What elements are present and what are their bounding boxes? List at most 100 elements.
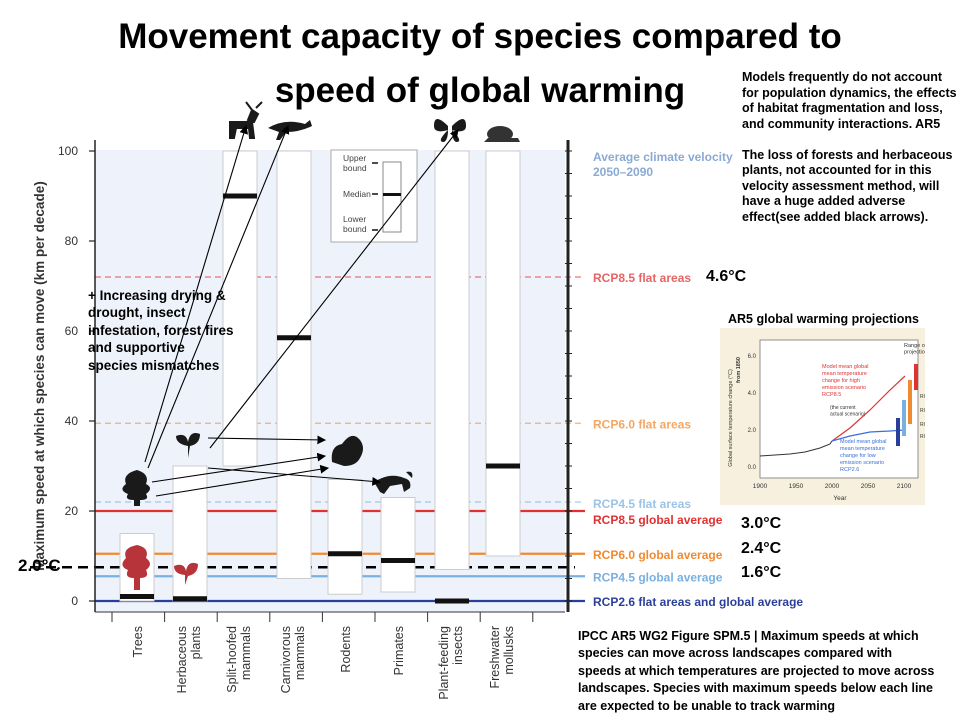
butterfly-wing-left xyxy=(434,119,448,142)
x-label-text: Carnivorousmammals xyxy=(279,626,307,693)
x-label-4: Rodents xyxy=(339,626,353,673)
x-label-3: Carnivorousmammals xyxy=(279,626,307,693)
inset-range-bar xyxy=(908,380,912,424)
inset-ylabel: Global surface temperature change (°C) xyxy=(728,369,734,467)
ref-line-label: RCP2.6 flat areas and global average xyxy=(593,595,803,609)
inset-bar-label: RCP2.6 xyxy=(920,434,925,440)
temp-label-3-0: 3.0°C xyxy=(741,515,782,532)
side-note: Models frequently do not account for pop… xyxy=(742,70,957,224)
ref-line-label: RCP4.5 flat areas xyxy=(593,497,691,511)
ref-line-label: RCP8.5 global average xyxy=(593,513,723,527)
x-label-1: Herbaceousplants xyxy=(175,626,203,693)
legend-lower: Lower bound xyxy=(343,214,367,234)
carnivore-icon xyxy=(268,120,312,140)
y-tick-label: 100 xyxy=(58,144,78,158)
moose-shape xyxy=(229,101,263,139)
snail-foot xyxy=(484,138,520,142)
inset-ytick: 0.0 xyxy=(748,465,757,471)
x-label-text: Herbaceousplants xyxy=(175,626,203,693)
inset-panel: 6.0 4.0 2.0 0.0 1900 1950 2000 2050 2100 Year Glob… xyxy=(720,328,938,505)
primate-icon xyxy=(374,471,413,494)
temp-label-4-6: 4.6°C xyxy=(706,268,747,285)
x-label-text: Primates xyxy=(392,626,406,675)
legend-median: Median xyxy=(343,189,371,199)
x-label-text: Plant-feedinginsects xyxy=(437,626,465,700)
moose-icon xyxy=(229,101,263,139)
inset-ytick: 6.0 xyxy=(748,354,757,360)
ref-line-label: RCP6.0 global average xyxy=(593,548,723,562)
y-axis-title: Maximum speed at which species can move … xyxy=(32,181,47,570)
x-label-0: Trees xyxy=(131,626,145,658)
inset-xtick: 2000 xyxy=(825,483,840,490)
inset-xtick: 2100 xyxy=(897,483,912,490)
tree-icon xyxy=(122,470,150,506)
inset-xtick: 1900 xyxy=(753,483,768,490)
left-note: + Increasing drying & drought, insect in… xyxy=(88,288,234,373)
bar-4 xyxy=(327,479,363,595)
bar-median-6 xyxy=(435,598,469,604)
arrow xyxy=(207,435,327,445)
x-label-text: Split-hoofedmammals xyxy=(225,626,253,693)
bar-5 xyxy=(380,497,416,593)
bar-median-2 xyxy=(223,193,257,199)
rodent-icon xyxy=(331,435,363,466)
arrow xyxy=(147,124,290,469)
herb-icon xyxy=(176,433,200,458)
inset-title: AR5 global warming projections xyxy=(728,312,919,326)
inset-high-label: Model mean global mean temperature change … xyxy=(822,364,868,398)
arrow xyxy=(209,129,459,449)
tree-red-icon xyxy=(122,545,150,590)
y-tick-label: 60 xyxy=(65,324,79,338)
herb-red-icon xyxy=(174,562,198,585)
legend-upper: Upper bound xyxy=(343,153,367,173)
inset-xtick: 1950 xyxy=(789,483,804,490)
inset-ytick: 4.0 xyxy=(748,391,757,397)
inset-bar-label: RCP8.5 xyxy=(920,394,925,400)
ref-label-climate-velocity: Average climate velocity 2050–2090 xyxy=(593,150,733,179)
bar-median-0 xyxy=(120,594,154,599)
arrow xyxy=(207,467,382,486)
arrow xyxy=(155,464,330,497)
slide-title: Movement capacity of species compared to… xyxy=(118,17,842,110)
ref-line-label: RCP8.5 flat areas xyxy=(593,271,691,285)
figure-caption: IPCC AR5 WG2 Figure SPM.5 | Maximum spee… xyxy=(578,629,935,713)
bar-median-7 xyxy=(486,463,520,469)
x-label-text: Rodents xyxy=(339,626,353,673)
inset-xtick: 2050 xyxy=(861,483,876,490)
y-tick-label: 20 xyxy=(65,504,79,518)
inset-range-bar xyxy=(902,400,906,436)
x-label-7: Freshwatermollusks xyxy=(488,626,516,689)
bar-median-3 xyxy=(277,335,311,341)
inset-rcp85-line xyxy=(831,375,906,442)
bar-3 xyxy=(276,150,312,579)
bar-6 xyxy=(434,150,470,570)
butterfly-icon xyxy=(434,119,466,142)
inset-bar-label: RCP4.5 xyxy=(920,422,925,428)
bar-2 xyxy=(222,150,258,467)
inset-ytick: 2.0 xyxy=(748,428,757,434)
inset-xlabel: Year xyxy=(833,495,847,502)
legend-frame xyxy=(330,149,418,243)
inset-ylabel-2: from 1850 xyxy=(736,357,742,383)
inset-plot-frame xyxy=(759,339,919,479)
butterfly-wing-right xyxy=(452,119,466,142)
ref-line-label: RCP4.5 global average xyxy=(593,570,723,584)
inset-rcp26-line xyxy=(831,429,906,442)
arrow xyxy=(144,124,248,463)
bar-7 xyxy=(485,150,521,557)
x-label-5: Primates xyxy=(392,626,406,675)
arrow xyxy=(151,452,327,483)
temp-label-2-4: 2.4°C xyxy=(741,540,782,557)
bar-median-4 xyxy=(328,551,362,557)
bar-1 xyxy=(172,465,208,602)
x-label-text: Freshwatermollusks xyxy=(488,626,516,689)
x-label-2: Split-hoofedmammals xyxy=(225,626,253,693)
ref-line-label: RCP6.0 flat areas xyxy=(593,417,691,431)
inset-chart: 6.0 4.0 2.0 0.0 1900 1950 2000 2050 2100 Year Glob… xyxy=(728,339,938,502)
inset-range-bar xyxy=(914,364,918,390)
legend-bar xyxy=(382,161,402,233)
x-label-text: Trees xyxy=(131,626,145,658)
temp-label-1-6: 1.6°C xyxy=(741,564,782,581)
inset-bar-label: RCP6.0 xyxy=(920,408,925,414)
